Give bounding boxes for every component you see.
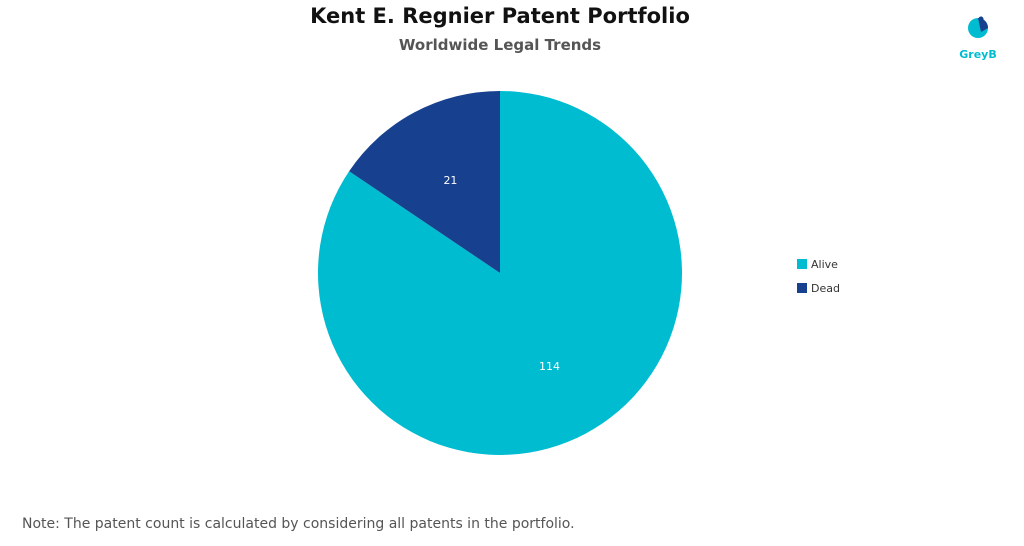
legend-label-dead: Dead bbox=[811, 281, 840, 295]
chart-title: Kent E. Regnier Patent Portfolio bbox=[310, 4, 690, 28]
data-label-alive: 114 bbox=[539, 360, 560, 373]
legend-item-dead[interactable]: Dead bbox=[797, 276, 840, 300]
legend-swatch-alive bbox=[797, 259, 807, 269]
data-label-dead: 21 bbox=[443, 174, 457, 187]
pie-slice-dead[interactable] bbox=[349, 91, 500, 273]
greyb-logo-icon: GreyB bbox=[959, 16, 997, 61]
brand-name: GreyB bbox=[959, 48, 996, 61]
pie-slices bbox=[317, 91, 683, 456]
legend-swatch-dead bbox=[797, 283, 807, 293]
legend-item-alive[interactable]: Alive bbox=[797, 252, 840, 276]
chart-subtitle: Worldwide Legal Trends bbox=[398, 36, 602, 54]
pie-data-labels: 114 21 bbox=[443, 174, 560, 373]
footnote: Note: The patent count is calculated by … bbox=[22, 516, 575, 532]
legend-label-alive: Alive bbox=[811, 257, 838, 271]
legend: Alive Dead bbox=[797, 252, 840, 300]
